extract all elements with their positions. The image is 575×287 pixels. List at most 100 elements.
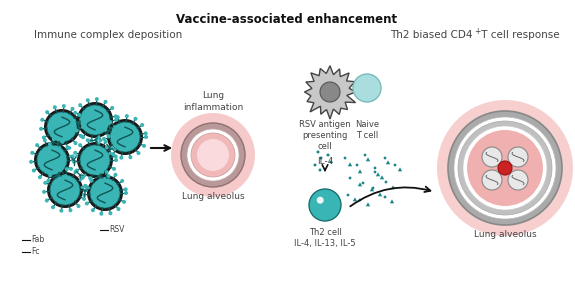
- Circle shape: [80, 145, 110, 175]
- Circle shape: [39, 127, 43, 131]
- Circle shape: [110, 106, 114, 110]
- Circle shape: [55, 178, 59, 182]
- Circle shape: [114, 118, 118, 122]
- Circle shape: [60, 140, 64, 144]
- Circle shape: [319, 168, 321, 172]
- Circle shape: [110, 122, 140, 152]
- Circle shape: [120, 156, 124, 160]
- Circle shape: [122, 200, 126, 204]
- Circle shape: [73, 119, 76, 122]
- Circle shape: [56, 168, 60, 172]
- Text: Th2 cell
IL-4, IL-13, IL-5: Th2 cell IL-4, IL-13, IL-5: [294, 228, 356, 248]
- Circle shape: [73, 151, 77, 155]
- Circle shape: [363, 154, 366, 156]
- Circle shape: [78, 143, 82, 147]
- Circle shape: [78, 103, 82, 107]
- Circle shape: [89, 139, 93, 143]
- Circle shape: [86, 98, 90, 102]
- Circle shape: [75, 129, 79, 133]
- Circle shape: [87, 187, 90, 189]
- Text: +: +: [474, 27, 480, 36]
- Circle shape: [51, 205, 55, 209]
- Circle shape: [59, 169, 62, 172]
- Circle shape: [84, 184, 87, 188]
- Polygon shape: [386, 160, 390, 164]
- Circle shape: [87, 175, 123, 211]
- Circle shape: [107, 119, 143, 155]
- Circle shape: [60, 140, 63, 143]
- Circle shape: [47, 172, 83, 208]
- Polygon shape: [358, 169, 362, 173]
- Circle shape: [187, 129, 239, 181]
- Circle shape: [197, 139, 229, 171]
- Circle shape: [108, 120, 112, 124]
- Polygon shape: [380, 175, 384, 179]
- Circle shape: [359, 199, 362, 201]
- Text: T cell response: T cell response: [478, 30, 559, 40]
- Circle shape: [59, 209, 63, 213]
- Circle shape: [104, 100, 108, 104]
- Circle shape: [82, 193, 86, 197]
- Circle shape: [125, 114, 129, 118]
- Circle shape: [48, 142, 52, 146]
- Circle shape: [98, 178, 102, 182]
- Circle shape: [81, 175, 85, 179]
- Circle shape: [508, 147, 528, 167]
- Circle shape: [81, 135, 85, 139]
- Circle shape: [86, 138, 90, 142]
- Circle shape: [114, 158, 118, 162]
- Circle shape: [508, 170, 528, 190]
- Circle shape: [320, 156, 323, 160]
- Circle shape: [348, 177, 351, 179]
- Circle shape: [50, 175, 80, 205]
- Polygon shape: [391, 185, 395, 189]
- Circle shape: [110, 146, 114, 150]
- Polygon shape: [366, 157, 370, 161]
- Circle shape: [320, 82, 340, 102]
- Circle shape: [56, 146, 60, 150]
- Polygon shape: [353, 197, 357, 201]
- Circle shape: [113, 125, 116, 128]
- Circle shape: [71, 154, 75, 158]
- Text: Vaccine-associated enhancement: Vaccine-associated enhancement: [177, 13, 397, 26]
- Text: Th2 biased CD4: Th2 biased CD4: [390, 30, 473, 40]
- Circle shape: [80, 105, 110, 135]
- Circle shape: [113, 148, 116, 151]
- Circle shape: [327, 154, 329, 156]
- Circle shape: [38, 175, 42, 179]
- Circle shape: [329, 160, 332, 164]
- Polygon shape: [358, 182, 362, 186]
- Circle shape: [95, 97, 99, 101]
- Circle shape: [72, 120, 76, 124]
- Text: IL-4: IL-4: [317, 158, 333, 166]
- Circle shape: [450, 113, 560, 223]
- Circle shape: [317, 197, 324, 204]
- Circle shape: [79, 134, 83, 138]
- Circle shape: [29, 160, 33, 164]
- Circle shape: [71, 107, 75, 111]
- Circle shape: [32, 168, 36, 172]
- Polygon shape: [305, 66, 356, 119]
- Circle shape: [112, 127, 116, 131]
- Circle shape: [385, 181, 388, 183]
- Circle shape: [120, 179, 124, 183]
- Circle shape: [117, 207, 121, 211]
- Circle shape: [142, 144, 146, 148]
- Circle shape: [99, 212, 104, 216]
- Circle shape: [116, 115, 120, 119]
- Circle shape: [136, 151, 140, 155]
- Circle shape: [66, 145, 70, 149]
- Circle shape: [104, 128, 108, 132]
- Circle shape: [79, 179, 82, 181]
- Circle shape: [58, 146, 61, 149]
- Circle shape: [72, 160, 76, 164]
- Circle shape: [35, 143, 39, 147]
- Circle shape: [62, 175, 65, 178]
- Circle shape: [53, 105, 57, 109]
- Circle shape: [144, 135, 148, 139]
- Circle shape: [97, 142, 100, 145]
- Circle shape: [384, 196, 386, 198]
- Circle shape: [44, 109, 80, 145]
- Circle shape: [47, 179, 51, 183]
- Circle shape: [133, 117, 137, 121]
